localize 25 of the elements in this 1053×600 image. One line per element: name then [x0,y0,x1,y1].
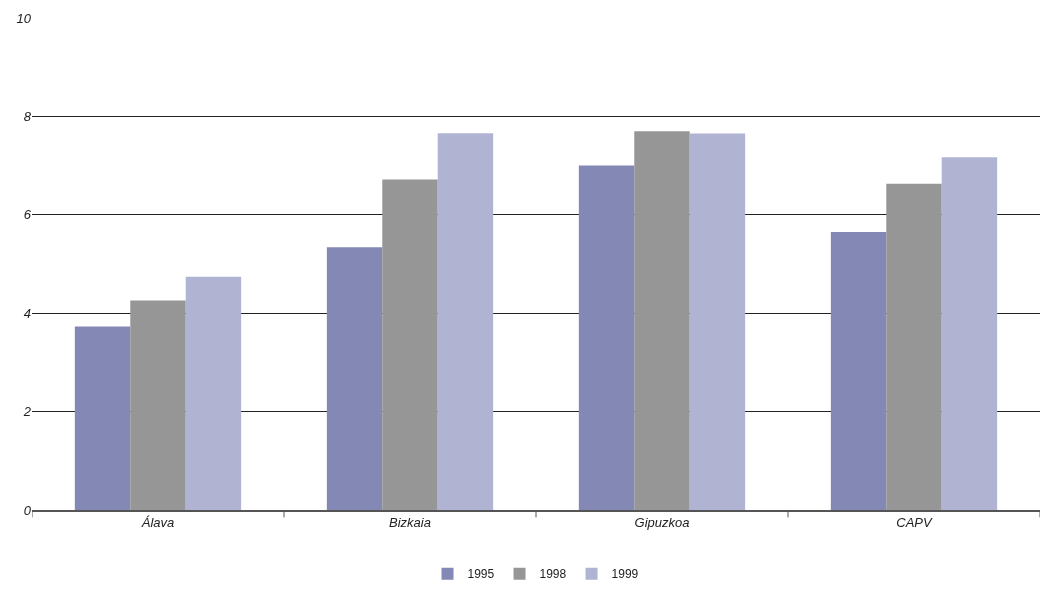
y-tick-label: 2 [22,404,32,420]
bar [437,133,494,510]
legend-label: 1998 [539,567,567,582]
legend-label: 1995 [467,567,495,582]
y-tick-label: 10 [16,10,32,26]
y-tick-label: 4 [23,305,31,321]
bar [74,326,131,510]
y-tick-label: 6 [23,207,32,223]
bar [130,300,186,510]
bar [634,131,690,510]
y-tick-label: 0 [23,502,32,518]
bar [382,179,438,510]
bar [326,247,383,510]
bar [578,165,635,510]
x-tick-label: Bizkaia [389,515,431,531]
bar [886,183,942,510]
x-tick-label: CAPV [896,515,934,531]
x-tick-label: Gipuzkoa [634,515,690,531]
legend-label: 1999 [611,567,639,582]
bar [185,276,242,510]
x-tick-label: Álava [140,515,175,531]
bar [689,133,746,510]
y-tick-label: 8 [23,108,32,124]
bar [830,232,887,510]
bar [941,157,998,510]
